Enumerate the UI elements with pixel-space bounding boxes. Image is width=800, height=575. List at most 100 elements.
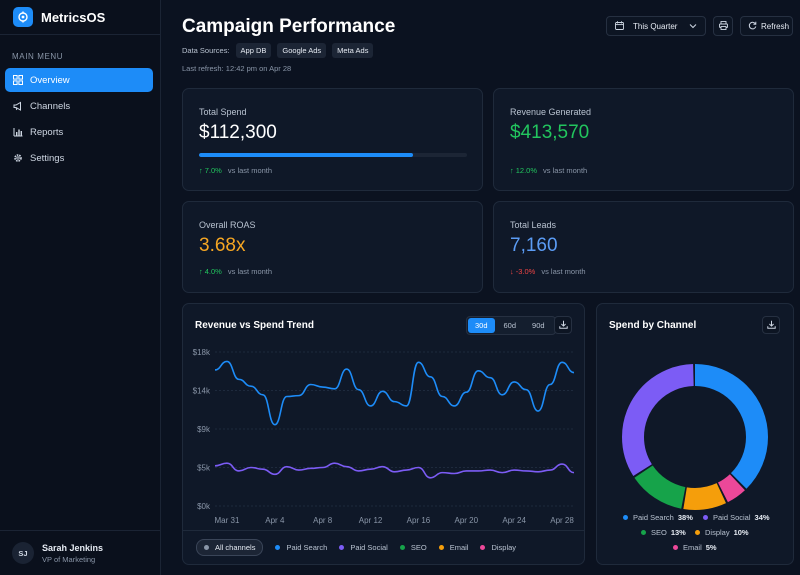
kpi-label: Total Spend <box>199 107 247 117</box>
kpi-change-note: vs last month <box>543 166 588 175</box>
refresh-button[interactable]: Refresh <box>740 16 793 36</box>
legend-label: Display <box>705 528 730 537</box>
legend-label: Display <box>491 543 517 552</box>
x-tick-label: Apr 20 <box>455 516 479 525</box>
spend-progress-bar <box>199 153 467 157</box>
sidebar-item-channels[interactable]: Channels <box>5 94 153 118</box>
range-60d-button[interactable]: 60d <box>503 321 517 330</box>
source-chip: Google Ads <box>277 43 327 58</box>
legend-label: Paid Search <box>633 513 674 522</box>
gear-icon <box>13 153 23 163</box>
legend-pct: 10% <box>733 528 749 537</box>
user-profile[interactable]: SJ Sarah Jenkins VP of Marketing <box>0 530 160 575</box>
sidebar-item-overview[interactable]: Overview <box>5 68 153 92</box>
gridlines <box>215 351 574 507</box>
donut-slice-paid-search[interactable] <box>622 364 768 510</box>
trend-download-button[interactable] <box>554 316 572 334</box>
legend-dot <box>399 545 405 550</box>
kpi-card-total-spend: Total Spend $112,300 ↑ 7.0% vs last mont… <box>182 88 483 191</box>
legend-label: SEO <box>651 528 667 537</box>
sidebar-item-label: Overview <box>30 74 70 86</box>
sidebar-item-label: Reports <box>30 126 64 138</box>
range-90d-button[interactable]: 90d <box>532 321 545 330</box>
arrow-down-icon: ↓ <box>510 267 514 276</box>
refresh-label: Refresh <box>761 21 790 31</box>
legend-dot <box>339 545 345 550</box>
y-tick-label: $0k <box>197 502 211 511</box>
avatar: SJ <box>12 542 34 564</box>
printer-icon <box>718 20 728 32</box>
bar-chart-icon <box>13 127 23 137</box>
sidebar-item-reports[interactable]: Reports <box>5 120 153 144</box>
kpi-value: $112,300 <box>199 122 277 143</box>
sidebar-item-label: Channels <box>30 100 71 112</box>
legend-dot <box>673 545 678 550</box>
filter-all-label: All channels <box>215 543 256 552</box>
legend-label: Paid Search <box>286 543 328 552</box>
kpi-card-leads: Total Leads 7,160 ↓ -3.0% vs last month <box>493 201 794 293</box>
print-button[interactable] <box>713 16 733 36</box>
page-title: Campaign Performance <box>182 16 396 37</box>
donut-legend-seo: SEO 13% <box>641 528 686 537</box>
legend-dot <box>275 545 281 550</box>
trend-chart-title: Revenue vs Spend Trend <box>195 320 314 331</box>
kpi-change-note: vs last month <box>227 267 273 276</box>
arrow-up-icon: ↑ <box>199 267 203 276</box>
brand-name: MetricsOS <box>41 9 106 25</box>
donut-slice-paid-social[interactable] <box>622 364 768 510</box>
legend-label: Email <box>449 543 469 552</box>
legend-label: Email <box>683 543 702 552</box>
logo-icon <box>13 7 33 27</box>
kpi-change: ↑ 7.0% vs last month <box>199 166 272 175</box>
kpi-label: Overall ROAS <box>199 220 256 230</box>
menu-title: MAIN MENU <box>12 52 64 61</box>
donut-chart-title: Spend by Channel <box>609 320 697 331</box>
kpi-change: ↑ 12.0% vs last month <box>510 166 587 175</box>
calendar-icon <box>615 20 624 32</box>
range-30d-button[interactable]: 30d <box>468 318 495 333</box>
legend-dot <box>204 545 209 550</box>
chevron-down-icon <box>689 22 697 31</box>
legend-paid-search[interactable]: Paid Search <box>275 543 327 552</box>
download-icon <box>766 316 776 334</box>
donut-download-button[interactable] <box>762 316 780 334</box>
x-tick-label: Apr 24 <box>502 516 526 525</box>
donut-legend-paid-social: Paid Social 34% <box>703 513 770 522</box>
legend-email[interactable]: Email <box>438 543 469 552</box>
brand[interactable]: MetricsOS <box>0 0 160 35</box>
sidebar-item-settings[interactable]: Settings <box>5 146 153 170</box>
legend-dot <box>623 515 628 520</box>
source-chip: Meta Ads <box>332 43 374 58</box>
legend-pct: 13% <box>670 528 686 537</box>
arrow-up-icon: ↑ <box>199 166 203 175</box>
kpi-change-value: 7.0% <box>204 166 222 175</box>
legend-seo[interactable]: SEO <box>399 543 427 552</box>
kpi-card-revenue: Revenue Generated $413,570 ↑ 12.0% vs la… <box>493 88 794 191</box>
y-tick-label: $5k <box>197 464 211 473</box>
legend-pct: 5% <box>705 543 717 552</box>
x-tick-label: Apr 8 <box>313 516 333 525</box>
legend-display[interactable]: Display <box>480 543 516 552</box>
refresh-icon <box>748 21 757 32</box>
y-tick-label: $18k <box>193 348 211 357</box>
source-chip: App DB <box>235 43 272 58</box>
donut-legend-paid-search: Paid Search 38% <box>623 513 693 522</box>
nav: Overview Channels Reports Settings <box>0 68 160 170</box>
legend-paid-social[interactable]: Paid Social <box>339 543 388 552</box>
user-name: Sarah Jenkins <box>42 542 104 553</box>
kpi-change: ↓ -3.0% vs last month <box>510 267 586 276</box>
kpi-change-value: -3.0% <box>515 267 536 276</box>
donut-slice-display[interactable] <box>622 364 768 510</box>
legend-dot <box>641 530 646 535</box>
sidebar-item-label: Settings <box>30 152 65 164</box>
period-select[interactable]: This Quarter <box>606 16 706 36</box>
period-label: This Quarter <box>633 21 678 31</box>
x-tick-label: Apr 28 <box>550 516 574 525</box>
range-toggle: 30d 60d 90d <box>466 316 556 335</box>
filter-all-channels[interactable]: All channels <box>196 539 264 556</box>
user-role: VP of Marketing <box>42 554 96 564</box>
legend-dot <box>480 545 486 550</box>
kpi-change-note: vs last month <box>541 267 586 276</box>
kpi-value: $413,570 <box>510 122 590 143</box>
sources-label: Data Sources: <box>182 46 230 55</box>
